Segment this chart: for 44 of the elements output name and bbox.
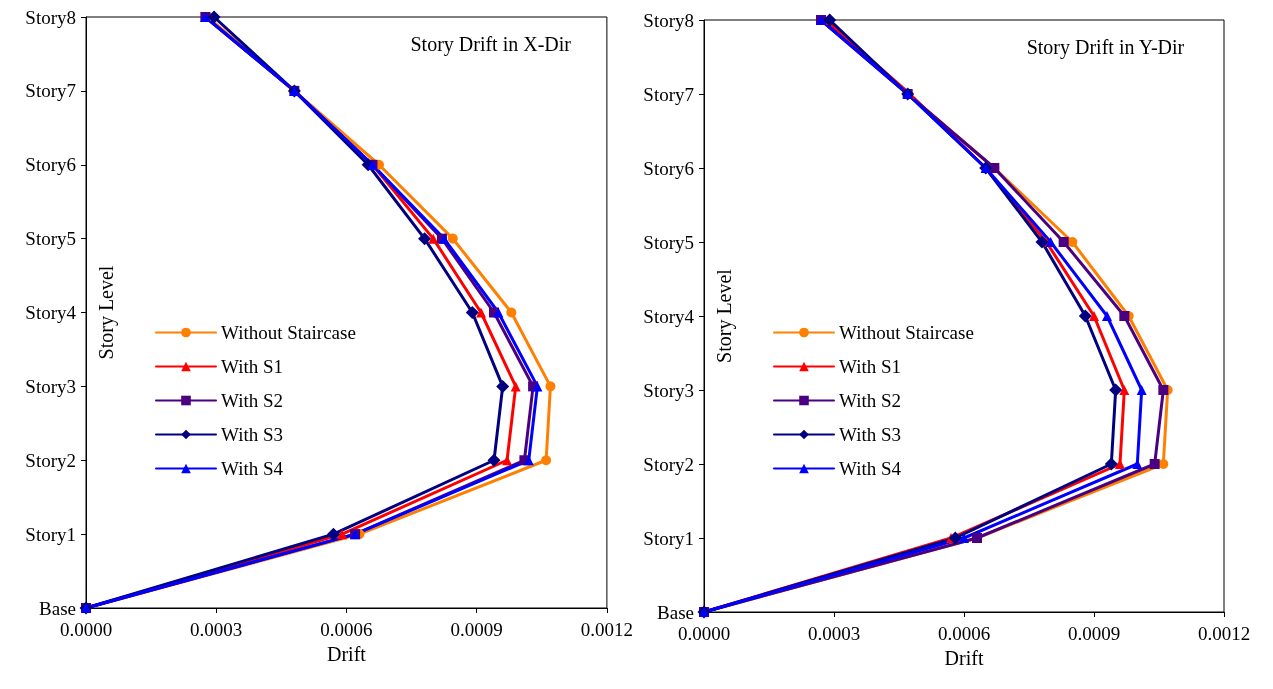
legend-label: Without Staircase bbox=[839, 322, 974, 343]
y-axis-title: Story Level bbox=[713, 268, 736, 363]
legend-label: With S1 bbox=[839, 356, 902, 377]
legend-label: With S4 bbox=[221, 458, 284, 479]
y-axis-title: Story Level bbox=[95, 265, 118, 360]
legend-label: Without Staircase bbox=[221, 322, 356, 343]
legend-label: With S2 bbox=[221, 390, 284, 411]
y-tick-label: Story6 bbox=[25, 154, 76, 176]
y-tick-label: Story1 bbox=[25, 523, 76, 545]
legend-label: With S2 bbox=[839, 390, 902, 411]
y-tick-label: Story2 bbox=[25, 449, 76, 471]
x-tick-label: 0.0012 bbox=[1197, 623, 1251, 644]
legend-label: With S3 bbox=[839, 424, 902, 445]
x-tick-label: 0.0006 bbox=[320, 619, 373, 640]
y-tick-label: Story7 bbox=[25, 80, 76, 102]
x-axis-title: Drift bbox=[944, 646, 984, 669]
text: Story Drift in X-Dir bbox=[410, 33, 572, 56]
y-tick-label: Story1 bbox=[643, 527, 694, 549]
y-tick-label: Story8 bbox=[25, 6, 76, 28]
y-tick-label: Story5 bbox=[25, 228, 76, 250]
y-tick-label: Story4 bbox=[25, 302, 77, 323]
y-tick-label: Base bbox=[657, 601, 694, 623]
y-tick-label: Story7 bbox=[643, 83, 694, 105]
y-tick-label: Base bbox=[39, 597, 76, 619]
y-tick-label: Story5 bbox=[643, 231, 694, 253]
legend-label: With S4 bbox=[839, 458, 902, 479]
x-tick-label: 0.0000 bbox=[677, 623, 731, 644]
y-tick-label: Story4 bbox=[643, 305, 695, 327]
x-tick-label: 0.0003 bbox=[190, 619, 243, 640]
legend-label: With S3 bbox=[221, 424, 284, 445]
y-tick-label: Story8 bbox=[643, 9, 694, 31]
y-tick-label: Story6 bbox=[643, 157, 694, 179]
y-tick-label: Story3 bbox=[25, 375, 76, 397]
x-tick-label: 0.0003 bbox=[807, 623, 861, 644]
x-tick-label: 0.0000 bbox=[59, 619, 113, 640]
y-tick-label: Story3 bbox=[643, 379, 694, 401]
x-tick-label: 0.0012 bbox=[580, 619, 633, 640]
legend-label: With S1 bbox=[221, 356, 284, 377]
y-tick-label: Story2 bbox=[643, 453, 694, 475]
text: Story Drift in Y-Dir bbox=[1026, 36, 1185, 59]
x-axis-title: Drift bbox=[326, 642, 367, 665]
x-tick-label: 0.0009 bbox=[450, 619, 503, 640]
x-tick-label: 0.0009 bbox=[1067, 623, 1121, 644]
x-tick-label: 0.0006 bbox=[937, 623, 991, 644]
